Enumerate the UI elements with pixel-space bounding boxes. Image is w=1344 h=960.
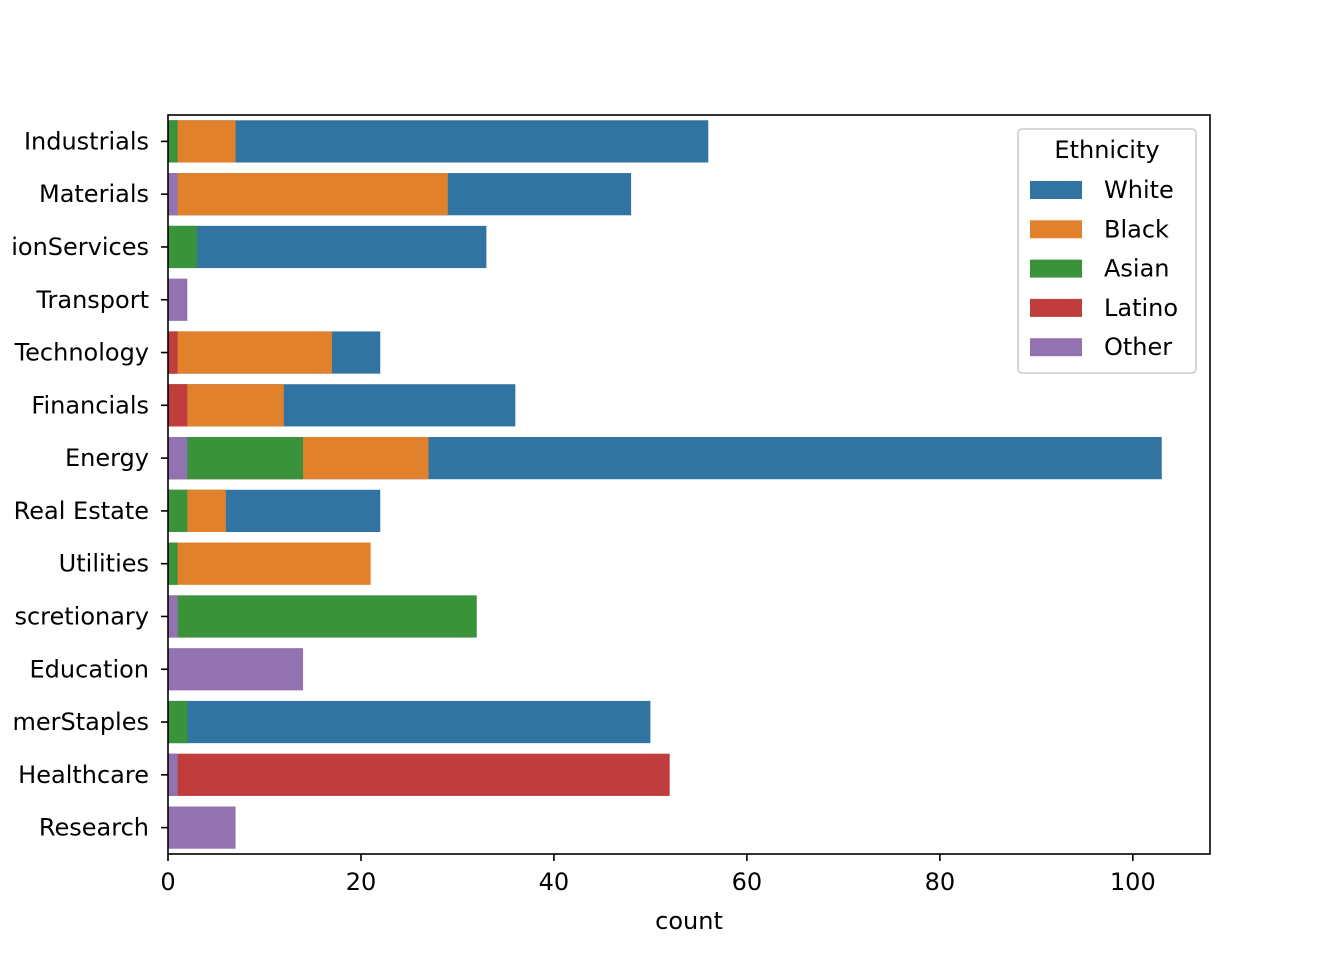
legend-swatch-asian — [1030, 259, 1082, 278]
legend-swatch-other — [1030, 338, 1082, 357]
bar-black-4 — [168, 331, 333, 374]
bar-white-11 — [168, 700, 651, 744]
y-tick-label: Materials — [39, 180, 149, 208]
y-tick-label: merStaples — [12, 708, 149, 736]
y-tick-label: Energy — [65, 444, 149, 472]
bar-asian-9 — [168, 595, 477, 638]
bar-asian-2 — [168, 225, 197, 269]
y-tick-label: Financials — [31, 391, 149, 419]
bar-other-10 — [168, 648, 304, 691]
y-tick-label: Education — [30, 655, 149, 683]
legend-swatch-white — [1030, 181, 1082, 199]
x-tick-label: 80 — [925, 868, 956, 896]
plot-frame — [167, 114, 1211, 855]
x-tick-label: 0 — [160, 868, 175, 896]
bar-other-12 — [168, 753, 178, 796]
bar-other-6 — [168, 436, 188, 480]
x-tick-label: 20 — [346, 868, 377, 896]
legend: Ethnicity White Black Asian Latino Other — [1017, 128, 1197, 374]
bars — [168, 120, 1162, 849]
bar-other-13 — [168, 806, 236, 849]
y-tick-label: Transport — [35, 286, 149, 314]
legend-label-latino: Latino — [1104, 294, 1178, 322]
legend-label-other: Other — [1104, 333, 1172, 361]
x-tick-label: 100 — [1110, 868, 1156, 896]
bar-other-3 — [168, 278, 188, 321]
bar-latino-5 — [168, 384, 188, 427]
bar-asian-6 — [168, 436, 304, 480]
bar-black-1 — [168, 173, 448, 216]
y-tick-label: Research — [39, 814, 149, 842]
bar-other-9 — [168, 595, 178, 638]
x-axis-label: count — [655, 907, 723, 935]
bar-asian-7 — [168, 489, 188, 533]
x-tick-label: 40 — [539, 868, 570, 896]
bar-white-2 — [168, 225, 487, 269]
bar-asian-11 — [168, 700, 188, 744]
x-tick-label: 60 — [732, 868, 763, 896]
legend-title: Ethnicity — [1054, 136, 1159, 164]
legend-swatch-latino — [1030, 298, 1082, 317]
bar-latino-12 — [168, 753, 670, 796]
bar-other-1 — [168, 173, 178, 216]
bar-white-0 — [168, 120, 709, 163]
y-tick-label: Healthcare — [18, 761, 149, 789]
y-tick-label: ionServices — [11, 233, 149, 261]
x-axis: 0 20 40 60 80 100 — [160, 854, 1156, 896]
y-tick-label: Real Estate — [14, 497, 149, 525]
bar-asian-0 — [168, 120, 178, 163]
legend-label-white: White — [1104, 176, 1174, 204]
y-axis: Industrials Materials ionServices Transport… — [11, 127, 168, 842]
legend-label-black: Black — [1104, 215, 1169, 243]
bar-asian-8 — [168, 542, 178, 585]
y-tick-label: Industrials — [24, 127, 149, 155]
bar-black-8 — [168, 542, 371, 585]
y-tick-label: scretionary — [14, 602, 149, 630]
y-tick-label: Technology — [14, 339, 149, 367]
legend-swatch-black — [1030, 220, 1082, 239]
bar-black-0 — [168, 120, 236, 163]
bar-latino-4 — [168, 331, 178, 374]
legend-label-asian: Asian — [1104, 255, 1170, 283]
y-tick-label: Utilities — [59, 550, 149, 578]
